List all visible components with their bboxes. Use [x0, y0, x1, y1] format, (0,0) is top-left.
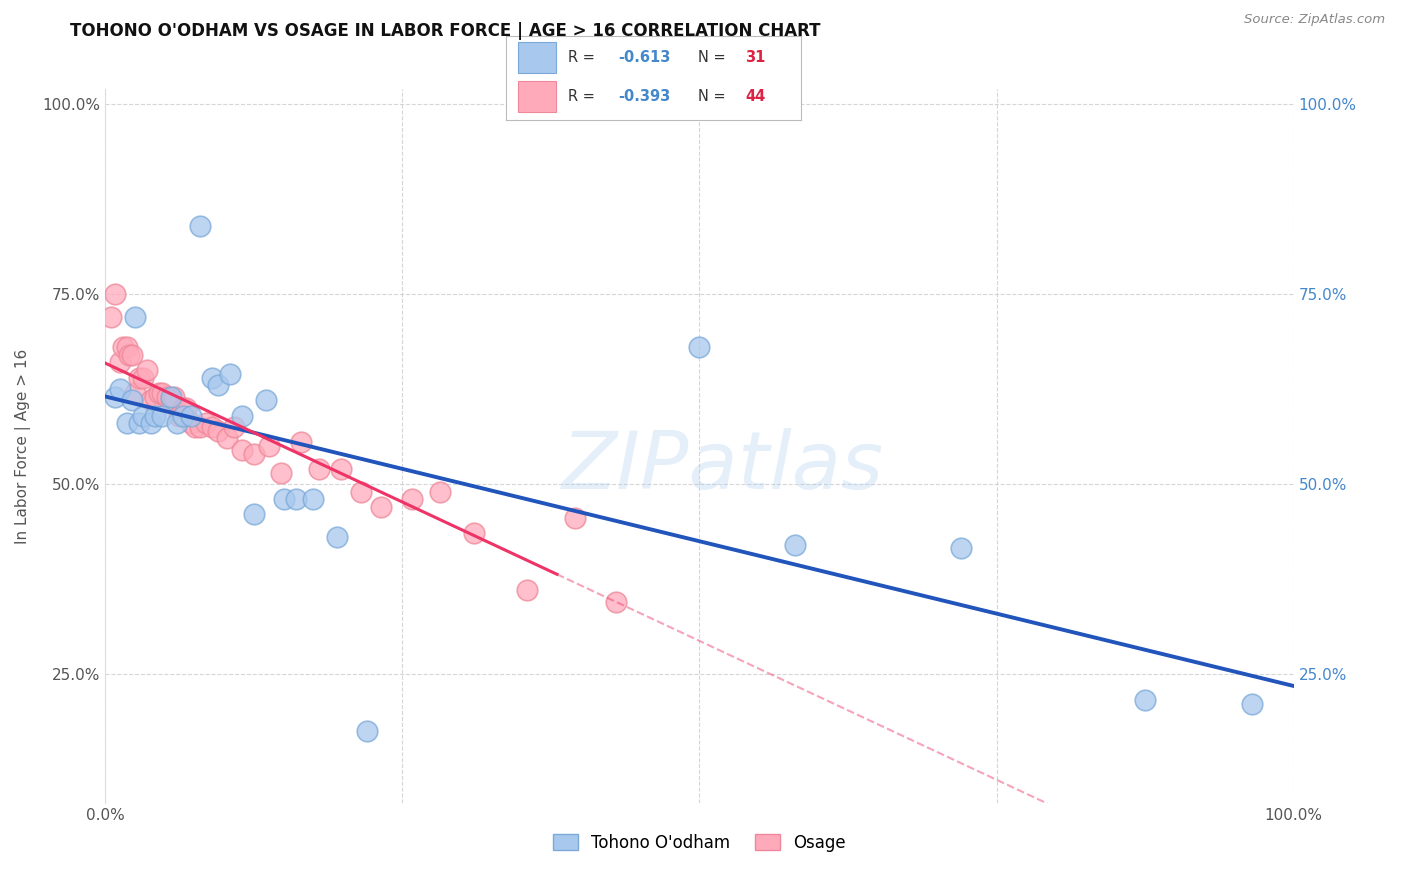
Point	[128, 370, 150, 384]
Point	[356, 723, 378, 738]
Y-axis label: In Labor Force | Age > 16: In Labor Force | Age > 16	[15, 349, 31, 543]
Point	[115, 416, 138, 430]
Text: Source: ZipAtlas.com: Source: ZipAtlas.com	[1244, 13, 1385, 27]
Point	[689, 340, 711, 354]
Text: R =: R =	[568, 89, 595, 104]
Point	[167, 409, 190, 423]
Point	[128, 416, 150, 430]
Text: TOHONO O'ODHAM VS OSAGE IN LABOR FORCE | AGE > 16 CORRELATION CHART: TOHONO O'ODHAM VS OSAGE IN LABOR FORCE |…	[70, 22, 821, 40]
Point	[124, 385, 146, 400]
Point	[429, 484, 451, 499]
Point	[1133, 693, 1156, 707]
Point	[148, 385, 170, 400]
Point	[308, 462, 330, 476]
Point	[121, 393, 143, 408]
Point	[108, 355, 131, 369]
Point	[243, 447, 266, 461]
Point	[215, 431, 238, 445]
Point	[152, 385, 174, 400]
Point	[243, 508, 266, 522]
Text: 31: 31	[745, 50, 766, 65]
Point	[401, 492, 423, 507]
Point	[329, 462, 352, 476]
Point	[139, 393, 162, 408]
Point	[183, 420, 205, 434]
Point	[370, 500, 392, 514]
Point	[132, 370, 155, 384]
Point	[516, 583, 538, 598]
Text: N =: N =	[697, 89, 725, 104]
Point	[326, 530, 349, 544]
Point	[172, 409, 194, 423]
Point	[273, 492, 295, 507]
Text: ZIPatlas: ZIPatlas	[562, 428, 884, 507]
Point	[136, 363, 159, 377]
Point	[259, 439, 281, 453]
Point	[104, 287, 127, 301]
Point	[195, 416, 218, 430]
Point	[180, 416, 202, 430]
Point	[100, 310, 122, 324]
Legend: Tohono O'odham, Osage: Tohono O'odham, Osage	[546, 828, 853, 859]
Point	[190, 420, 212, 434]
Point	[207, 378, 229, 392]
Point	[231, 442, 253, 457]
Point	[270, 466, 292, 480]
Point	[201, 420, 224, 434]
Text: R =: R =	[568, 50, 595, 65]
Point	[172, 401, 194, 415]
Point	[159, 393, 181, 408]
Point	[1240, 697, 1263, 711]
Point	[115, 340, 138, 354]
Point	[132, 409, 155, 423]
Point	[112, 340, 135, 354]
Point	[163, 390, 186, 404]
Point	[143, 409, 166, 423]
Point	[180, 409, 202, 423]
Point	[174, 401, 197, 415]
FancyBboxPatch shape	[517, 81, 557, 112]
FancyBboxPatch shape	[517, 43, 557, 73]
Point	[139, 416, 162, 430]
Point	[166, 416, 188, 430]
Point	[121, 348, 143, 362]
Point	[159, 390, 181, 404]
Point	[156, 390, 179, 404]
Point	[302, 492, 325, 507]
Point	[222, 420, 245, 434]
Point	[284, 492, 307, 507]
Text: -0.613: -0.613	[619, 50, 671, 65]
Point	[219, 367, 242, 381]
Point	[290, 435, 312, 450]
Text: -0.393: -0.393	[619, 89, 671, 104]
Point	[152, 409, 174, 423]
Text: N =: N =	[697, 50, 725, 65]
Point	[564, 511, 586, 525]
Point	[207, 424, 229, 438]
Point	[124, 310, 146, 324]
Point	[108, 382, 131, 396]
Point	[605, 594, 627, 608]
Point	[231, 409, 253, 423]
Point	[143, 390, 166, 404]
Point	[118, 348, 141, 362]
Point	[783, 538, 806, 552]
Point	[190, 219, 212, 233]
Point	[254, 393, 277, 408]
Point	[350, 484, 373, 499]
Point	[463, 526, 485, 541]
Text: 44: 44	[745, 89, 766, 104]
Point	[104, 390, 127, 404]
Point	[949, 541, 972, 556]
Point	[201, 370, 224, 384]
